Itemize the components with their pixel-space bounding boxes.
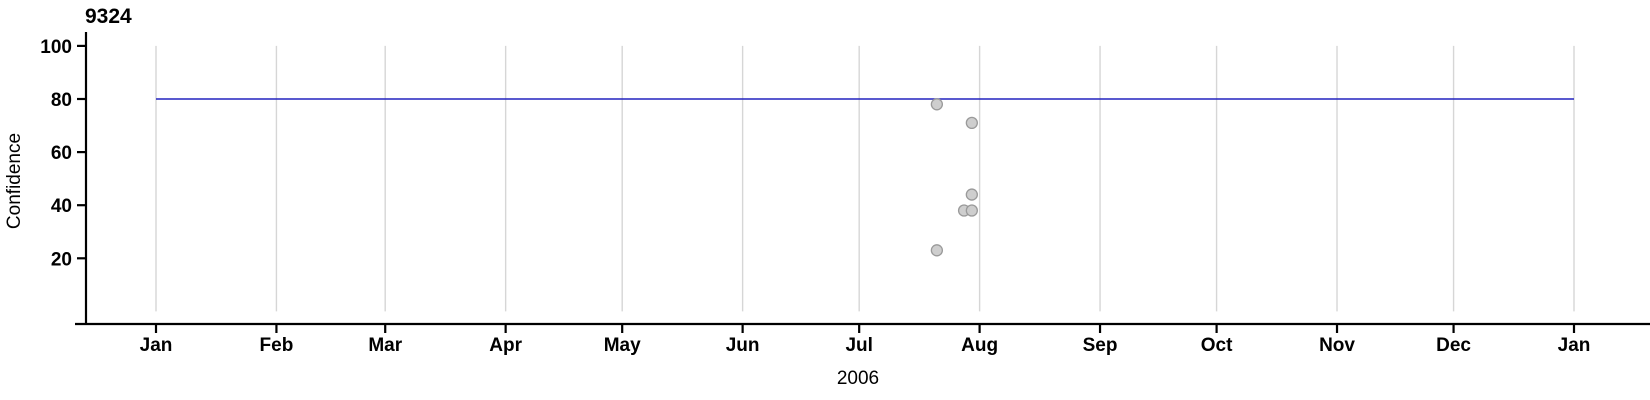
y-tick-label: 20 [51,249,72,270]
y-tick-label: 80 [51,90,72,111]
data-point [930,244,944,257]
x-tick-label: Mar [368,335,402,356]
x-tick-label: Feb [260,335,294,356]
x-tick-label: May [604,335,641,356]
x-tick-label: Jan [140,335,173,356]
x-tick-label: Nov [1319,335,1355,356]
data-points [930,98,978,257]
x-tick-label: Jun [726,335,760,356]
chart-title: 9324 [85,5,132,28]
y-axis-ticks: 20 40 60 80 100 [40,37,86,270]
x-tick-label: Dec [1436,335,1471,356]
y-tick-label: 40 [51,196,72,217]
data-point [965,188,978,201]
x-tick-label: Sep [1083,335,1118,356]
gridlines [155,45,1575,312]
data-point [930,98,944,111]
x-tick-label: Oct [1201,335,1233,356]
x-axis-label: 2006 [837,368,879,389]
y-tick-label: 60 [51,143,72,164]
x-tick-label: Apr [489,335,522,356]
x-tick-label: Aug [961,335,998,356]
x-axis-ticks: Jan Feb Mar Apr May Jun Jul Aug Sep Oct Nov Dec Jan [140,324,1591,356]
y-axis-label: Confidence [4,133,25,229]
data-point [965,116,978,130]
y-tick-label: 100 [40,37,72,58]
data-point [965,204,978,217]
x-tick-label: Jan [1558,335,1591,356]
x-tick-label: Jul [845,335,872,356]
